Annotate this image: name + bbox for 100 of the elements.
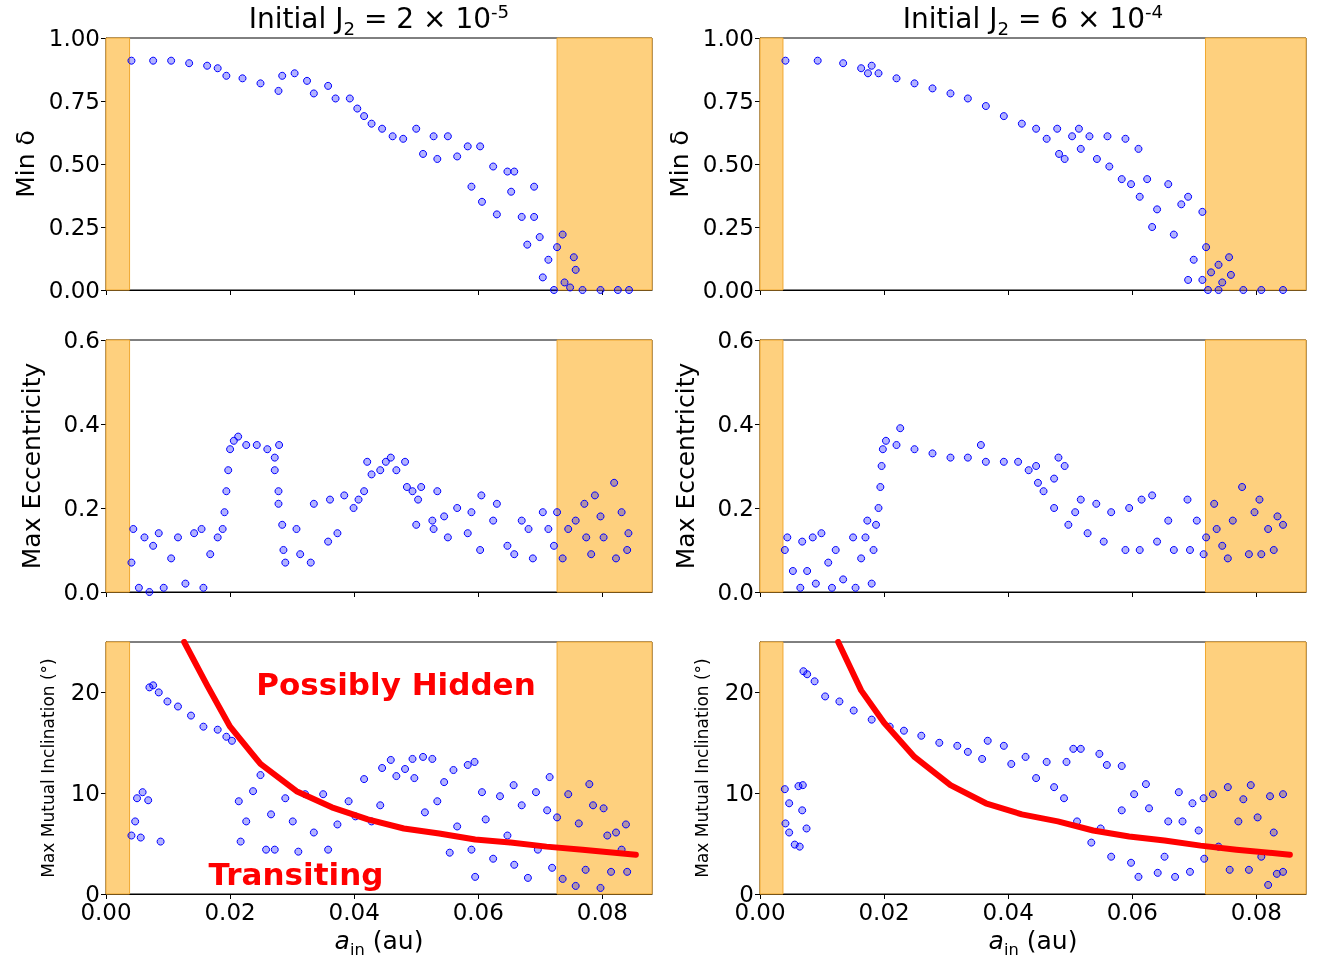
point	[530, 182, 539, 191]
point	[1214, 260, 1223, 269]
point	[1076, 144, 1085, 153]
point	[489, 162, 498, 171]
point	[1134, 144, 1143, 153]
point	[1085, 132, 1094, 141]
y-tick-label: 0.4	[717, 411, 754, 437]
point	[367, 119, 376, 128]
point	[1203, 286, 1212, 294]
point	[1218, 278, 1227, 287]
y-tick-label: 1.00	[702, 25, 754, 51]
point	[1214, 286, 1223, 294]
y-tick-label: 0.2	[63, 495, 100, 521]
y-tick-label: 0.50	[48, 151, 100, 177]
point	[360, 112, 369, 121]
point	[910, 79, 919, 88]
y-tick-label: 0.2	[717, 495, 754, 521]
point	[544, 255, 553, 264]
point	[419, 149, 428, 158]
point	[222, 71, 231, 80]
x-tick-label: 0.08	[576, 898, 628, 925]
point	[399, 134, 408, 143]
point	[467, 182, 476, 191]
point	[963, 94, 972, 103]
point	[530, 212, 539, 221]
point	[507, 187, 516, 196]
point	[1177, 200, 1186, 209]
point	[1279, 286, 1288, 294]
point	[569, 253, 578, 262]
y-axis-title: Max Eccentricity	[671, 362, 700, 570]
point	[127, 56, 136, 65]
point	[1257, 286, 1266, 294]
y-tick-label: 0.0	[63, 579, 100, 605]
point	[1143, 175, 1152, 184]
point	[353, 104, 362, 113]
point	[566, 283, 575, 292]
x-tick-label: 0.06	[452, 898, 504, 925]
y-axis-title: Min δ	[10, 130, 40, 198]
point	[1198, 207, 1207, 216]
point	[578, 286, 587, 294]
point	[453, 152, 462, 161]
chart-title: Initial J$_{2}$ = 6 × 10$^{-4}$	[901, 0, 1165, 41]
y-axis-title: Min δ	[664, 130, 694, 198]
point	[443, 132, 452, 141]
point	[549, 286, 558, 294]
point	[1055, 149, 1064, 158]
x-tick-label: 0.04	[982, 898, 1034, 925]
point	[1169, 230, 1178, 239]
point	[1032, 124, 1041, 133]
point	[256, 79, 265, 88]
y-tick-label: 10	[724, 780, 754, 807]
point	[290, 69, 299, 78]
point	[863, 69, 872, 78]
y-tick-label: 0.00	[48, 277, 100, 303]
point	[625, 286, 634, 294]
point	[813, 56, 822, 65]
x-tick-label: 0.06	[1106, 898, 1158, 925]
x-tick-label: 0.04	[328, 898, 380, 925]
point	[999, 112, 1008, 121]
point	[412, 124, 421, 133]
point	[463, 142, 472, 151]
point	[388, 132, 397, 141]
point	[278, 71, 287, 80]
point	[345, 94, 354, 103]
point	[429, 132, 438, 141]
point	[324, 81, 333, 90]
point	[149, 56, 158, 65]
point	[1164, 180, 1173, 189]
point	[1092, 154, 1101, 163]
point	[981, 102, 990, 111]
annotation: Transiting	[208, 856, 384, 892]
point	[892, 74, 901, 83]
point	[1053, 124, 1062, 133]
y-tick-label: 0.6	[63, 327, 100, 353]
point	[1226, 270, 1235, 279]
chart-title: Initial J$_{2}$ = 2 × 10$^{-5}$	[247, 0, 511, 41]
y-tick-label: 20	[724, 679, 754, 706]
point	[510, 167, 519, 176]
x-tick-label: 0.08	[1230, 898, 1282, 925]
annotation: Possibly Hidden	[256, 666, 536, 702]
point	[492, 210, 501, 219]
point	[1148, 223, 1157, 231]
point	[1153, 205, 1162, 214]
point	[1207, 268, 1216, 277]
point	[535, 233, 544, 242]
point	[1202, 243, 1211, 252]
y-tick-label: 20	[70, 679, 100, 706]
point	[558, 230, 567, 239]
point	[331, 94, 340, 103]
y-tick-label: 0.50	[702, 151, 754, 177]
point	[185, 59, 194, 68]
point	[1184, 275, 1193, 284]
y-axis-title: Max Mutual Inclination (°)	[37, 658, 58, 878]
point	[1017, 119, 1026, 128]
y-tick-label: 0.75	[48, 88, 100, 114]
point	[1103, 132, 1112, 141]
point	[478, 197, 486, 206]
point	[874, 69, 883, 78]
point	[928, 84, 937, 93]
y-tick-label: 0.6	[717, 327, 754, 353]
